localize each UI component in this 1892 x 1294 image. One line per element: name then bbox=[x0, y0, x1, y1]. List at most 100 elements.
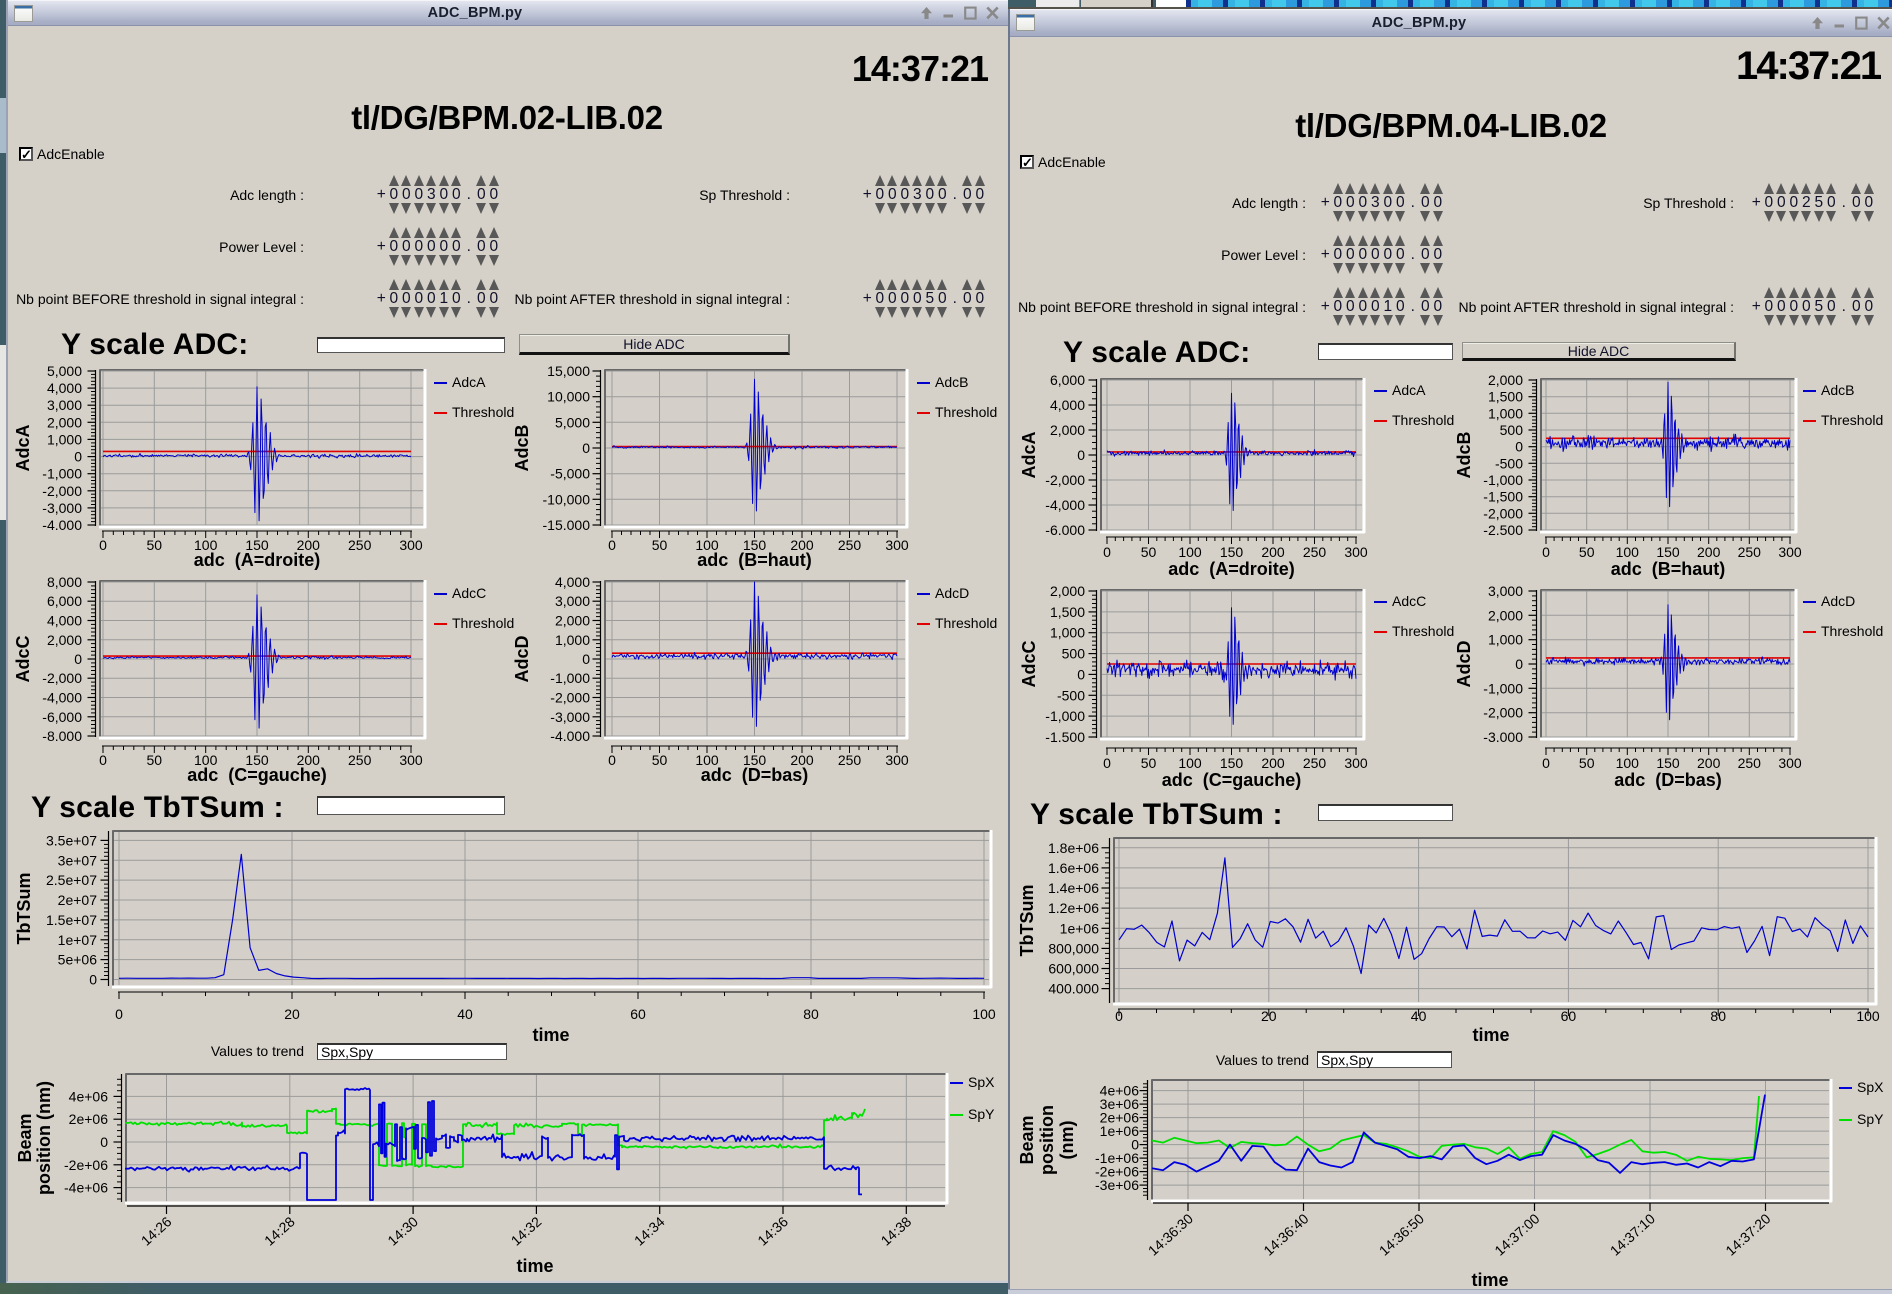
svg-text:150: 150 bbox=[1656, 755, 1680, 771]
svg-text:150: 150 bbox=[743, 752, 767, 768]
svg-text:100: 100 bbox=[1178, 755, 1202, 771]
svg-text:0: 0 bbox=[1077, 447, 1085, 463]
svg-text:time: time bbox=[532, 1025, 569, 1045]
svg-text:AdcC: AdcC bbox=[1392, 593, 1426, 609]
svg-text:-2.500: -2.500 bbox=[1483, 522, 1523, 538]
svg-text:Threshold: Threshold bbox=[1392, 412, 1454, 428]
svg-text:AdcD: AdcD bbox=[935, 585, 969, 601]
svg-text:SpX: SpX bbox=[1857, 1079, 1884, 1095]
svg-text:AdcD: AdcD bbox=[1454, 640, 1474, 687]
svg-text:10,000: 10,000 bbox=[547, 389, 590, 405]
svg-text:-1,000: -1,000 bbox=[42, 466, 82, 482]
svg-text:14:34: 14:34 bbox=[631, 1213, 668, 1248]
svg-text:1,000: 1,000 bbox=[1488, 632, 1523, 648]
svg-text:0: 0 bbox=[89, 972, 97, 988]
svg-text:0: 0 bbox=[1103, 755, 1111, 771]
svg-text:-500: -500 bbox=[1495, 455, 1523, 471]
svg-text:time: time bbox=[1471, 1270, 1508, 1290]
svg-text:Threshold: Threshold bbox=[1392, 623, 1454, 639]
svg-text:250: 250 bbox=[348, 537, 372, 553]
svg-text:100: 100 bbox=[1856, 1008, 1880, 1024]
svg-text:SpY: SpY bbox=[968, 1106, 995, 1122]
svg-text:AdcC: AdcC bbox=[452, 585, 486, 601]
svg-text:14:36:50: 14:36:50 bbox=[1376, 1210, 1427, 1258]
svg-text:3,000: 3,000 bbox=[555, 593, 590, 609]
svg-text:2e+06: 2e+06 bbox=[69, 1111, 109, 1127]
svg-text:2,000: 2,000 bbox=[1050, 583, 1085, 599]
svg-text:-3e+06: -3e+06 bbox=[1095, 1177, 1139, 1193]
svg-text:250: 250 bbox=[1303, 544, 1327, 560]
svg-text:adc (D=bas): adc (D=bas) bbox=[701, 765, 809, 785]
svg-text:60: 60 bbox=[1561, 1008, 1577, 1024]
svg-text:200: 200 bbox=[1261, 544, 1285, 560]
svg-text:2,000: 2,000 bbox=[555, 613, 590, 629]
svg-text:-15.000: -15.000 bbox=[543, 517, 591, 533]
svg-text:AdcB: AdcB bbox=[935, 374, 968, 390]
svg-text:300: 300 bbox=[1778, 544, 1802, 560]
svg-text:position (nm): position (nm) bbox=[34, 1081, 54, 1195]
svg-text:3,000: 3,000 bbox=[1488, 583, 1523, 599]
svg-text:300: 300 bbox=[885, 537, 909, 553]
svg-text:2,000: 2,000 bbox=[47, 414, 82, 430]
svg-text:250: 250 bbox=[348, 752, 372, 768]
svg-text:-500: -500 bbox=[1057, 687, 1085, 703]
svg-text:100: 100 bbox=[1616, 544, 1640, 560]
svg-text:-10,000: -10,000 bbox=[543, 491, 591, 507]
svg-text:1,500: 1,500 bbox=[1488, 389, 1523, 405]
svg-text:0: 0 bbox=[74, 449, 82, 465]
svg-text:0: 0 bbox=[115, 1006, 123, 1022]
svg-text:250: 250 bbox=[1738, 755, 1762, 771]
svg-text:adc (C=gauche): adc (C=gauche) bbox=[187, 765, 327, 785]
svg-text:600,000: 600,000 bbox=[1048, 961, 1099, 977]
svg-text:Threshold: Threshold bbox=[452, 615, 514, 631]
svg-text:14:36:40: 14:36:40 bbox=[1260, 1210, 1311, 1258]
svg-text:Beam: Beam bbox=[15, 1113, 35, 1162]
svg-text:100: 100 bbox=[972, 1006, 996, 1022]
svg-text:-1,500: -1,500 bbox=[1483, 489, 1523, 505]
svg-text:1.2e+06: 1.2e+06 bbox=[1048, 900, 1099, 916]
svg-text:250: 250 bbox=[838, 537, 862, 553]
svg-text:4,000: 4,000 bbox=[1050, 397, 1085, 413]
svg-text:15,000: 15,000 bbox=[547, 363, 590, 379]
svg-text:300: 300 bbox=[1344, 544, 1368, 560]
svg-text:0: 0 bbox=[1515, 656, 1523, 672]
svg-text:60: 60 bbox=[630, 1006, 646, 1022]
svg-text:SpX: SpX bbox=[968, 1074, 995, 1090]
svg-text:200: 200 bbox=[297, 537, 321, 553]
svg-text:100: 100 bbox=[695, 537, 719, 553]
svg-text:200: 200 bbox=[297, 752, 321, 768]
svg-text:2e+06: 2e+06 bbox=[1100, 1110, 1140, 1126]
svg-text:AdcC: AdcC bbox=[1019, 640, 1039, 687]
svg-text:1e+07: 1e+07 bbox=[58, 932, 98, 948]
svg-text:4,000: 4,000 bbox=[47, 613, 82, 629]
svg-text:4,000: 4,000 bbox=[47, 380, 82, 396]
svg-text:Threshold: Threshold bbox=[1821, 623, 1883, 639]
svg-text:-4,000: -4,000 bbox=[42, 690, 82, 706]
svg-text:50: 50 bbox=[1579, 755, 1595, 771]
svg-text:3e+06: 3e+06 bbox=[1100, 1096, 1140, 1112]
svg-text:50: 50 bbox=[1141, 755, 1157, 771]
svg-text:150: 150 bbox=[245, 537, 269, 553]
svg-text:250: 250 bbox=[1738, 544, 1762, 560]
svg-text:1e+06: 1e+06 bbox=[1100, 1123, 1140, 1139]
svg-text:20: 20 bbox=[284, 1006, 300, 1022]
svg-text:AdcA: AdcA bbox=[1019, 431, 1039, 478]
svg-text:100: 100 bbox=[1178, 544, 1202, 560]
svg-text:TbTSum: TbTSum bbox=[14, 873, 34, 945]
svg-text:500: 500 bbox=[1500, 422, 1524, 438]
svg-text:4e+06: 4e+06 bbox=[69, 1088, 109, 1104]
svg-text:50: 50 bbox=[652, 537, 668, 553]
svg-text:1.5e+07: 1.5e+07 bbox=[46, 912, 97, 928]
svg-text:time: time bbox=[1472, 1025, 1509, 1045]
svg-text:6,000: 6,000 bbox=[1050, 372, 1085, 388]
svg-text:-6,000: -6,000 bbox=[42, 709, 82, 725]
svg-text:500: 500 bbox=[1062, 646, 1086, 662]
svg-text:-2,000: -2,000 bbox=[42, 483, 82, 499]
svg-text:300: 300 bbox=[885, 752, 909, 768]
svg-text:0: 0 bbox=[608, 752, 616, 768]
svg-text:5,000: 5,000 bbox=[47, 363, 82, 379]
svg-text:-5,000: -5,000 bbox=[550, 466, 590, 482]
svg-text:AdcD: AdcD bbox=[1821, 593, 1855, 609]
svg-text:200: 200 bbox=[1261, 755, 1285, 771]
svg-text:150: 150 bbox=[245, 752, 269, 768]
